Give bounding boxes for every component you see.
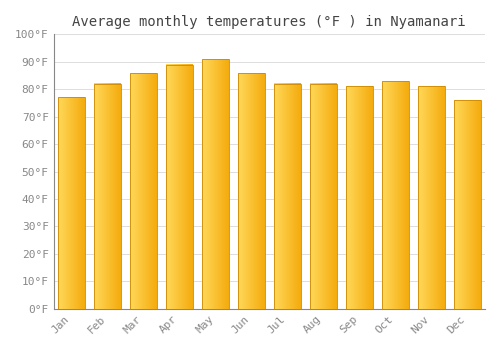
Bar [94,84,121,309]
Bar [382,81,408,309]
Title: Average monthly temperatures (°F ) in Nyamanari: Average monthly temperatures (°F ) in Ny… [72,15,466,29]
Bar [238,73,265,309]
Bar [166,64,193,309]
Bar [454,100,480,309]
Bar [202,59,229,309]
Bar [310,84,336,309]
Bar [130,73,157,309]
Bar [418,86,444,309]
Bar [58,97,85,309]
Bar [346,86,372,309]
Bar [274,84,301,309]
